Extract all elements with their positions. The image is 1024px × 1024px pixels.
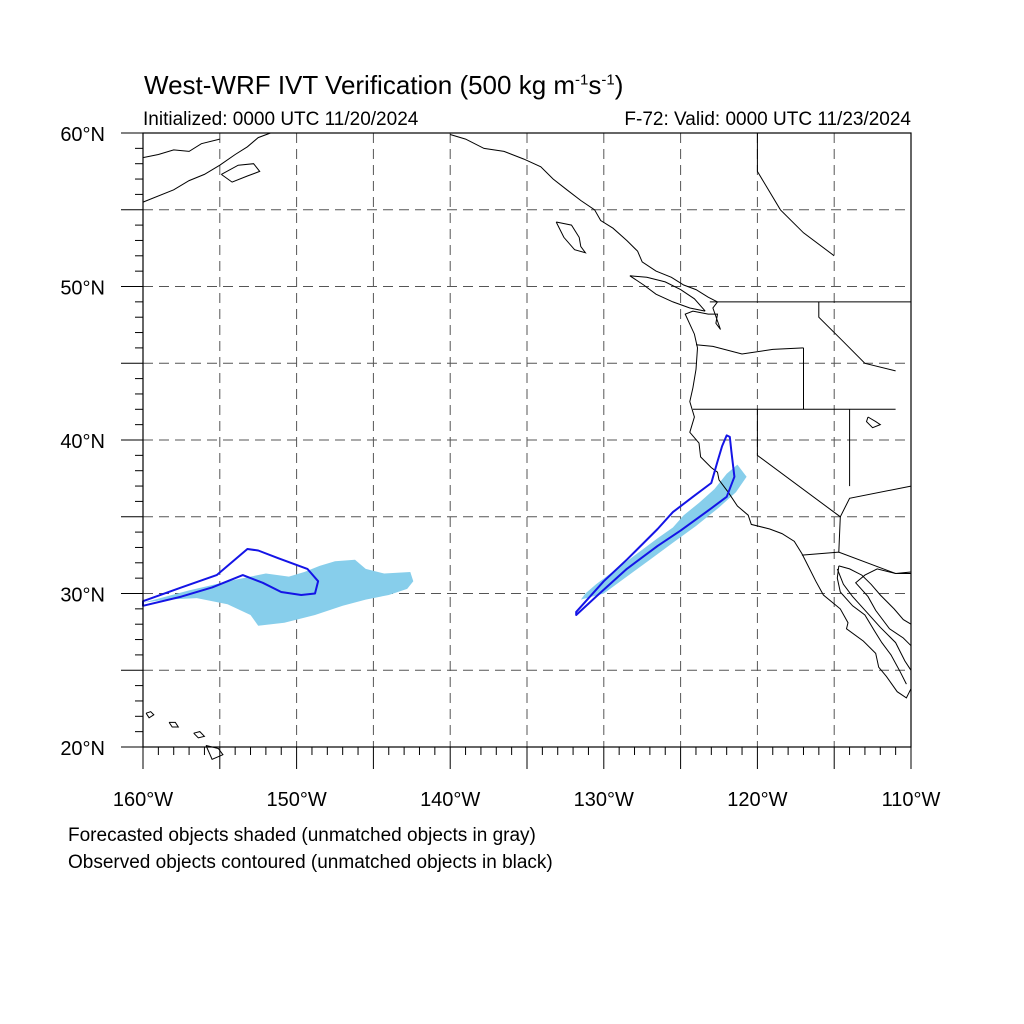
observed-object-west: [142, 548, 320, 607]
wa-or-border: [695, 344, 804, 355]
lat-label: 20°N: [60, 738, 105, 760]
lat-label: 40°N: [60, 431, 105, 453]
lat-label: 60°N: [60, 124, 105, 146]
lon-label: 130°W: [574, 789, 634, 811]
lat-label: 30°N: [60, 585, 105, 607]
lon-label: 150°W: [266, 789, 326, 811]
great-salt-lake: [865, 416, 882, 429]
lon-label: 160°W: [113, 789, 173, 811]
observed-object-east: [575, 434, 736, 616]
lon-label: 140°W: [420, 789, 480, 811]
hawaii-maui: [193, 731, 206, 739]
observed-objects: [142, 434, 736, 616]
alaska-coastline: [142, 132, 271, 203]
lon-label: 120°W: [727, 789, 787, 811]
kodiak-island: [221, 163, 261, 183]
legend-forecast-note: Forecasted objects shaded (unmatched obj…: [68, 825, 536, 846]
hawaii-kauai: [145, 711, 155, 719]
lon-label: 110°W: [882, 789, 941, 811]
forecast-objects: [143, 464, 747, 626]
baja-pacific-coastline: [450, 134, 912, 699]
forecast-object-west: [143, 559, 414, 626]
haida-gwaii: [555, 221, 587, 254]
hawaii-oahu: [168, 721, 180, 728]
axis-labels: 20°N 30°N 40°N 50°N 60°N 160°W 150°W 140°W 130°W…: [60, 124, 940, 811]
map-title: West-WRF IVT Verification (500 kg m-1s-1…: [144, 70, 624, 100]
alaska-peninsula-coast: [142, 138, 220, 159]
forecast-object-east: [580, 464, 747, 600]
gulf-california-west: [836, 565, 907, 685]
coastlines: [142, 132, 912, 760]
lat-label: 50°N: [60, 278, 105, 300]
ca-nv-border: [756, 409, 841, 553]
az-border: [839, 485, 912, 518]
legend-observed-note: Observed objects contoured (unmatched ob…: [68, 852, 553, 873]
mainland-mexico-coast: [836, 568, 912, 671]
lat-lon-grid: [143, 133, 911, 747]
us-mexico-border: [801, 551, 911, 574]
valid-time-label: F-72: Valid: 0000 UTC 11/23/2024: [624, 109, 911, 130]
initialized-label: Initialized: 0000 UTC 11/20/2024: [143, 109, 419, 130]
na-west-coastline: [854, 568, 912, 647]
canada-interior-line: [756, 133, 835, 257]
id-mt-border: [818, 301, 896, 372]
vancouver-island: [629, 275, 706, 312]
gulf-california-east: [838, 565, 912, 625]
axis-ticks: [121, 132, 912, 769]
